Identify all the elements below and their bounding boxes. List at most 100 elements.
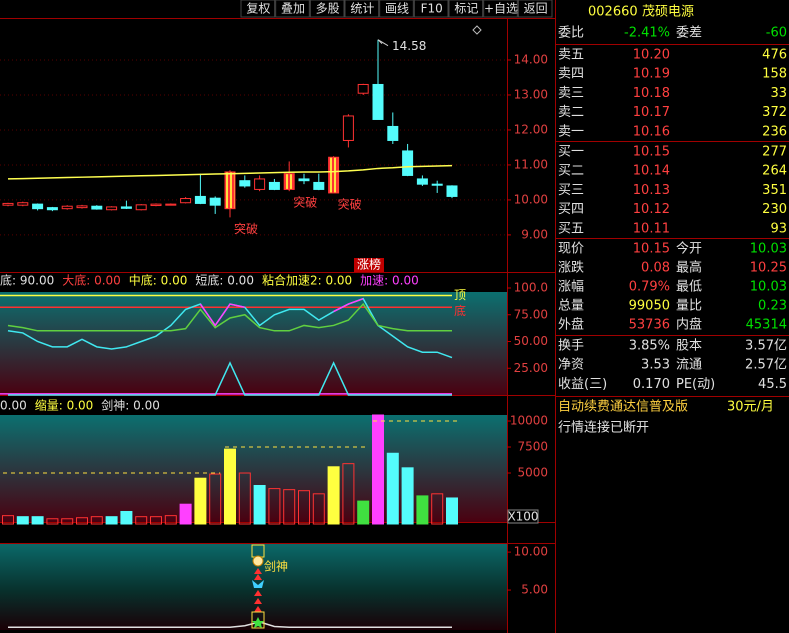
toolbar-label: 返回 (524, 2, 548, 16)
book-label: 卖一 (558, 124, 584, 139)
volume-bar (16, 516, 29, 525)
candle-body (76, 205, 88, 209)
toolbar-button[interactable] (483, 0, 518, 18)
toolbar-button[interactable] (240, 0, 276, 18)
volume-bar (2, 515, 14, 525)
stat-label: 内盘 (676, 317, 702, 333)
stat-value: 10.15 (633, 242, 670, 257)
volume-bar (90, 516, 103, 525)
volume-bar (416, 495, 429, 525)
stat-value: 0.79% (629, 280, 670, 295)
volume-bar (268, 488, 281, 525)
indicator-line (7, 302, 452, 332)
book-volume: 93 (770, 221, 787, 236)
indicator-header: 粘合加速2: 0.00 (262, 273, 352, 288)
toolbar-button[interactable] (275, 0, 310, 18)
toolbar-button[interactable] (448, 0, 484, 18)
stat-value: 0.23 (758, 299, 787, 314)
signal-icons (251, 544, 265, 629)
candle-body (372, 83, 384, 120)
badge-bg (354, 258, 384, 272)
stat-label: 涨幅 (558, 280, 584, 295)
stat-label: 涨跌 (558, 260, 584, 276)
candle-body (328, 156, 340, 194)
stat-value: 0.08 (641, 261, 670, 276)
volume-bar (372, 414, 384, 525)
ad-price[interactable]: 30元/月 (727, 400, 774, 415)
book-volume: 277 (762, 145, 787, 160)
volume-bar (164, 515, 177, 525)
value: -2.41% (624, 26, 670, 41)
book-label: 卖四 (558, 67, 584, 82)
volume-bar (446, 497, 458, 525)
book-price: 10.20 (633, 48, 670, 63)
volume-bar (31, 516, 44, 525)
book-label: 买一 (558, 145, 584, 160)
candle-body (165, 203, 177, 206)
book-label: 卖三 (558, 86, 584, 101)
candle-body (416, 178, 428, 185)
top-label: 顶 (454, 288, 466, 302)
stat-label: 量比 (676, 299, 702, 314)
panel-bg (0, 415, 507, 522)
candle-body (224, 171, 236, 210)
value: -60 (766, 26, 787, 41)
book-price: 10.16 (633, 124, 670, 139)
stat-value: 2.57亿 (745, 358, 787, 373)
y-tick-label: 10000 (510, 414, 548, 428)
stat-value: 10.25 (750, 261, 787, 276)
stock-name: 茂硕电源 (642, 5, 694, 20)
toolbar-button[interactable] (379, 0, 414, 18)
candle-body (32, 203, 44, 210)
y-tick-label: 9.00 (521, 227, 548, 241)
toolbar-button[interactable] (517, 0, 553, 18)
unit-label: X100 (507, 510, 538, 524)
annotation: 突破 (293, 195, 317, 210)
stat-value: 53736 (629, 318, 670, 333)
book-volume: 351 (762, 183, 787, 198)
candle-body (298, 178, 310, 182)
indicator-header: 0.00 (0, 399, 27, 413)
candle-body (209, 197, 221, 206)
book-volume: 158 (762, 67, 787, 82)
stat-value: 99050 (629, 299, 670, 314)
stat-value: 10.03 (750, 280, 787, 295)
volume-bar (209, 473, 222, 525)
panel-bg (0, 543, 507, 630)
volume-bar (298, 490, 310, 525)
signal-label: 剑神 (264, 559, 288, 574)
toolbar-label: 画线 (385, 2, 409, 16)
book-label: 买五 (558, 221, 584, 236)
y-tick-label: 75.00 (514, 307, 548, 321)
book-label: 买二 (558, 164, 584, 179)
toolbar-button[interactable] (413, 0, 449, 18)
stat-label: 今开 (676, 241, 702, 257)
volume-bar (135, 516, 148, 525)
toolbar-label: 标记 (454, 2, 478, 16)
ad-text[interactable]: 自动续费通达信普及版 (558, 400, 688, 415)
toolbar-button[interactable] (309, 0, 345, 18)
toolbar-label: +自选 (484, 2, 518, 16)
stock-code: 002660 (588, 5, 638, 20)
stat-label: 收益(三) (558, 377, 607, 392)
stat-label: 最低 (676, 280, 702, 295)
volume-bar (357, 500, 370, 525)
volume-bar (238, 472, 251, 525)
volume-bar (105, 516, 118, 525)
y-tick-label: 100.0 (514, 281, 548, 295)
candle-body (180, 198, 192, 204)
candle-body (17, 202, 29, 206)
candle-body (342, 115, 354, 141)
indicator-header: 缩量: 0.00 (35, 398, 94, 413)
stat-label: PE(动) (676, 377, 715, 392)
toolbar-button[interactable] (344, 0, 380, 18)
stat-label: 外盘 (558, 317, 584, 333)
y-tick-label: 5.00 (521, 583, 548, 597)
stat-value: 3.53 (641, 358, 670, 373)
candle-body (135, 204, 147, 211)
y-tick-label: 10.00 (514, 545, 548, 559)
candle-body (254, 178, 266, 190)
toolbar-label: 多股 (316, 2, 340, 16)
y-tick-label: 12.00 (514, 122, 548, 136)
